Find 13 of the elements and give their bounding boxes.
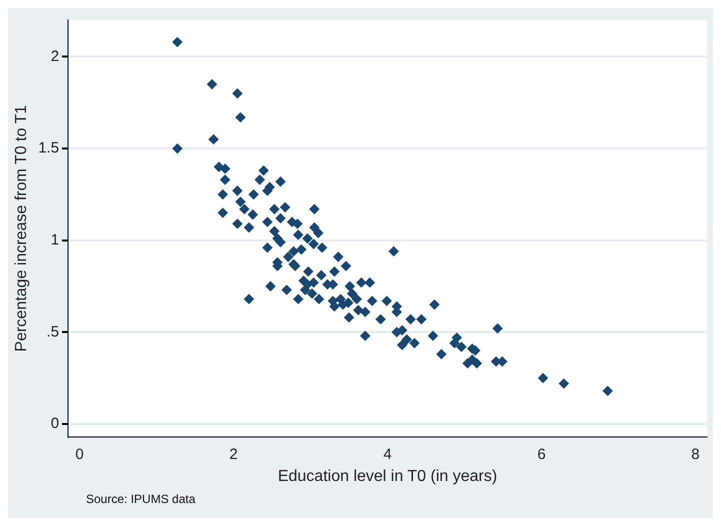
x-tick-label: 4 [383, 446, 392, 463]
x-tick-label: 2 [229, 446, 238, 463]
y-tick-label: 2 [50, 48, 60, 65]
source-note: Source: IPUMS data [85, 491, 196, 508]
y-tick-label: .5 [46, 323, 60, 340]
x-tick-label: 0 [75, 446, 84, 463]
x-axis-title: Education level in T0 (in years) [278, 468, 498, 485]
x-tick-label: 8 [691, 446, 700, 463]
x-tick-label: 6 [537, 446, 546, 463]
y-axis-title: Percentage increase from T0 to T1 [13, 104, 30, 352]
y-tick-label: 1.5 [38, 140, 60, 157]
y-tick-label: 1 [50, 231, 60, 248]
y-tick-label: 0 [50, 415, 60, 432]
